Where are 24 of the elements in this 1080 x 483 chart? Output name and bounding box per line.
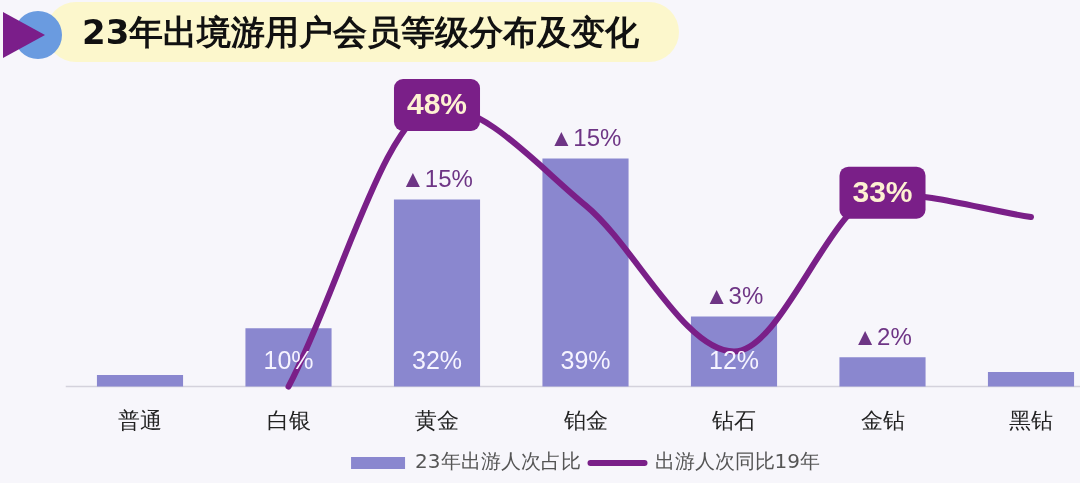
data-label: 32%: [411, 346, 463, 375]
annotation: ▲15%: [549, 124, 622, 152]
x-tick-label: 普通: [118, 407, 162, 433]
x-tick-label: 黄金: [415, 407, 459, 433]
data-label: 33%: [852, 174, 913, 208]
data-label: 48%: [406, 87, 468, 121]
data-label: 12%: [708, 346, 760, 375]
bar: [987, 371, 1075, 387]
legend-label: 出游人次同比19年: [654, 449, 820, 474]
x-tick-label: 铂金: [562, 407, 608, 433]
annotation: ▲3%: [704, 282, 764, 310]
bar: [542, 158, 629, 387]
chart-title: 23年出境游用户会员等级分布及变化: [46, 2, 680, 62]
annotation: ▲2%: [853, 323, 912, 350]
legend-label: 23年出游人次占比: [415, 449, 581, 474]
bar: [393, 199, 481, 387]
x-tick-label: 白银: [266, 407, 311, 433]
annotation: ▲15%: [401, 165, 473, 193]
bar: [839, 357, 926, 387]
data-label: 39%: [560, 346, 611, 375]
x-tick-label: 金钻: [860, 407, 905, 433]
x-tick-label: 黑钻: [1009, 407, 1053, 433]
x-tick-label: 钻石: [711, 407, 756, 433]
bar: [96, 374, 184, 387]
